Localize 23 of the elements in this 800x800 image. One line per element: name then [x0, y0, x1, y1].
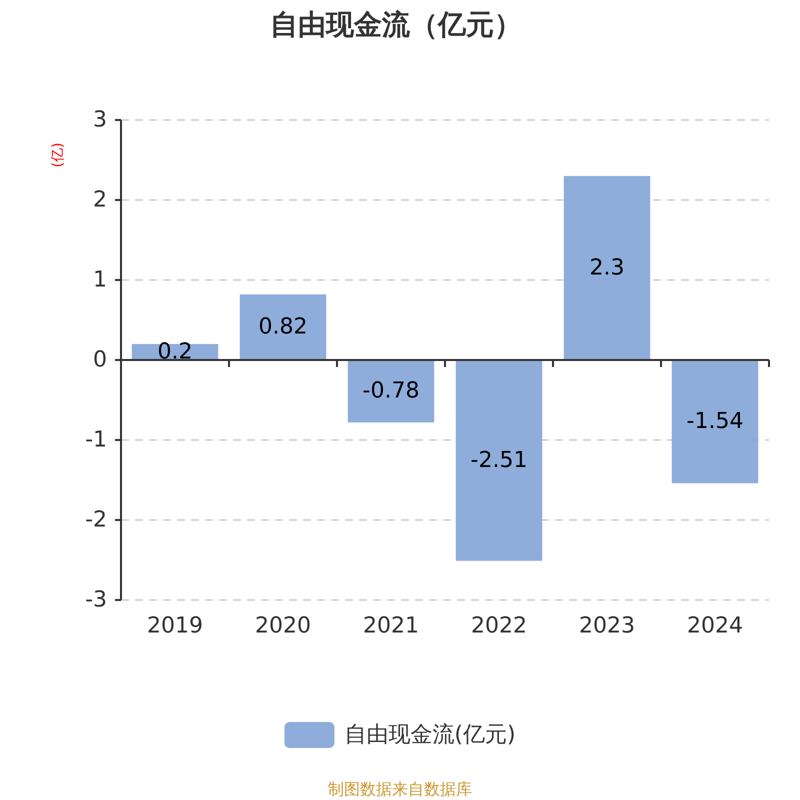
xtick-label: 2020: [255, 614, 311, 638]
ylabel: (亿): [50, 142, 66, 168]
xtick-label: 2023: [579, 614, 635, 638]
legend-label: 自由现金流(亿元): [344, 722, 516, 748]
data-label: 0.2: [158, 340, 192, 364]
data-label: -2.51: [470, 448, 528, 473]
xtick-label: 2021: [363, 614, 419, 638]
title: 自由现金流（亿元）: [270, 8, 522, 41]
ytick-label: 2: [93, 188, 107, 212]
ytick-label: -3: [85, 588, 107, 612]
ytick-label: -2: [85, 508, 107, 532]
ytick-label: 0: [93, 348, 107, 372]
xtick-label: 2022: [471, 614, 527, 638]
annotation: 制图数据来自数据库: [328, 780, 472, 798]
ytick-label: 3: [93, 108, 107, 132]
data-label: 0.82: [258, 314, 308, 340]
data-label: 2.3: [590, 256, 624, 280]
data-label: -0.78: [362, 378, 420, 404]
ytick-label: -1: [85, 428, 107, 452]
xtick-label: 2019: [147, 614, 203, 638]
ytick-label: 1: [93, 268, 107, 292]
data-label: -1.54: [686, 409, 744, 434]
xtick-label: 2024: [687, 614, 743, 638]
